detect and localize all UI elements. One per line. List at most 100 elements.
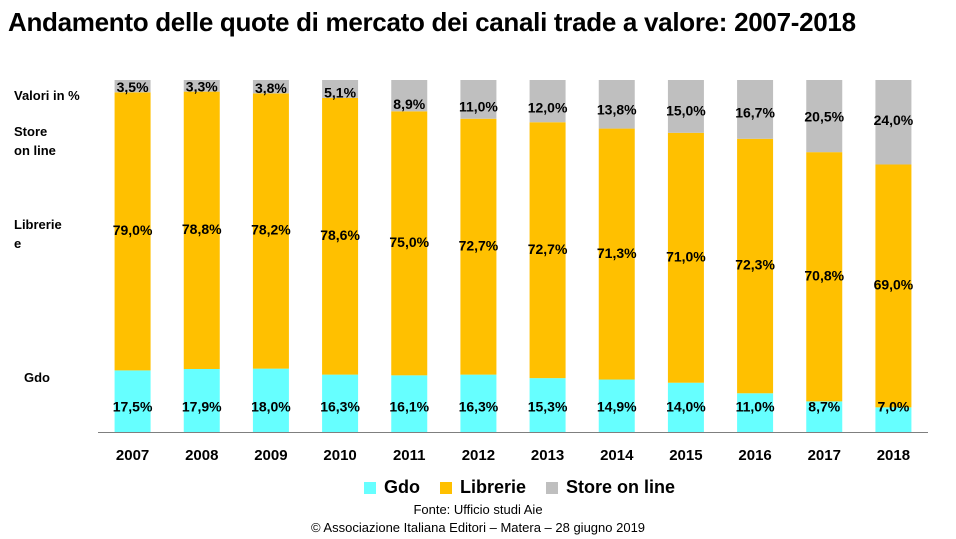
- data-label-librerie-2017: 70,8%: [804, 267, 844, 283]
- bar-librerie-2011: [391, 111, 428, 376]
- legend: Gdo Librerie Store on line: [364, 477, 695, 498]
- x-tick-label-2010: 2010: [323, 447, 356, 464]
- x-tick-label-2015: 2015: [669, 447, 702, 464]
- data-label-gdo-2013: 15,3%: [528, 399, 568, 415]
- bar-librerie-2013: [529, 122, 566, 379]
- bar-librerie-2008: [183, 91, 220, 369]
- bar-gdo-2011: [391, 375, 428, 432]
- data-label-store-on-line-2011: 8,9%: [393, 96, 425, 112]
- data-label-gdo-2008: 17,9%: [182, 399, 222, 415]
- legend-item-gdo: Gdo: [364, 477, 420, 498]
- unit-label: Valori in %: [14, 88, 80, 103]
- data-label-gdo-2017: 8,7%: [808, 399, 840, 415]
- bar-store-on-line-2008: [183, 80, 220, 92]
- legend-label-store-on-line: Store on line: [566, 477, 676, 497]
- data-label-gdo-2011: 16,1%: [389, 399, 429, 415]
- data-label-gdo-2016: 11,0%: [736, 399, 775, 415]
- bar-librerie-2018: [875, 164, 912, 408]
- x-tick-label-2016: 2016: [738, 447, 771, 464]
- bar-librerie-2007: [114, 92, 151, 371]
- x-tick-label-2018: 2018: [877, 447, 910, 464]
- bar-store-on-line-2012: [460, 80, 497, 119]
- data-label-store-on-line-2014: 13,8%: [597, 101, 637, 117]
- legend-item-librerie: Librerie: [440, 477, 526, 498]
- data-label-librerie-2007: 79,0%: [113, 222, 153, 238]
- legend-swatch-store-on-line: [546, 481, 559, 494]
- bar-librerie-2017: [806, 152, 843, 402]
- legend-item-store-on-line: Store on line: [546, 477, 675, 498]
- bar-gdo-2017: [806, 401, 843, 432]
- data-label-store-on-line-2018: 24,0%: [874, 112, 914, 128]
- bar-librerie-2015: [667, 132, 704, 383]
- data-label-store-on-line-2007: 3,5%: [117, 79, 149, 95]
- bar-gdo-2015: [667, 382, 704, 432]
- x-tick-label-2014: 2014: [600, 447, 634, 464]
- legend-label-librerie: Librerie: [460, 477, 527, 497]
- bar-store-on-line-2011: [391, 80, 428, 112]
- bar-store-on-line-2010: [322, 80, 359, 98]
- data-label-gdo-2015: 14,0%: [666, 399, 706, 415]
- data-label-librerie-2013: 72,7%: [528, 241, 568, 257]
- data-label-gdo-2007: 17,5%: [113, 399, 153, 415]
- x-tick-label-2007: 2007: [116, 447, 149, 464]
- bar-store-on-line-2015: [667, 80, 704, 133]
- side-label-store-line1: Store: [14, 124, 48, 139]
- copyright-note: © Associazione Italiana Editori – Matera…: [310, 520, 646, 535]
- x-tick-label-2017: 2017: [808, 447, 841, 464]
- bar-gdo-2014: [598, 379, 635, 432]
- data-label-librerie-2011: 75,0%: [389, 234, 429, 250]
- x-tick-label-2011: 2011: [393, 447, 426, 464]
- bar-store-on-line-2013: [529, 80, 566, 123]
- side-label-librerie: Librerie e: [14, 215, 62, 253]
- bar-gdo-2010: [322, 374, 359, 432]
- data-label-store-on-line-2013: 12,0%: [528, 99, 568, 115]
- bar-librerie-2014: [598, 128, 635, 380]
- bar-store-on-line-2007: [114, 80, 151, 93]
- bar-store-on-line-2009: [252, 80, 289, 94]
- data-label-store-on-line-2008: 3,3%: [186, 78, 218, 94]
- bar-store-on-line-2017: [806, 80, 843, 153]
- bar-gdo-2013: [529, 378, 566, 432]
- source-note: Fonte: Ufficio studi Aie: [413, 502, 543, 517]
- data-label-librerie-2009: 78,2%: [251, 222, 291, 238]
- side-label-librerie-line1: Librerie: [14, 217, 62, 232]
- data-label-store-on-line-2010: 5,1%: [324, 85, 356, 101]
- bar-store-on-line-2018: [875, 80, 912, 165]
- bar-gdo-2009: [252, 368, 289, 432]
- legend-label-gdo: Gdo: [384, 477, 420, 497]
- legend-swatch-librerie: [440, 481, 452, 494]
- side-label-librerie-line2: e: [14, 236, 22, 251]
- data-label-store-on-line-2012: 11,0%: [459, 98, 498, 114]
- data-label-librerie-2008: 78,8%: [182, 221, 222, 237]
- data-label-librerie-2010: 78,6%: [320, 227, 360, 243]
- bar-gdo-2012: [460, 374, 497, 432]
- bar-store-on-line-2016: [737, 80, 774, 139]
- data-label-gdo-2012: 16,3%: [459, 399, 499, 415]
- data-label-librerie-2015: 71,0%: [666, 248, 706, 264]
- bar-gdo-2018: [875, 407, 912, 432]
- side-label-store-line2: on line: [14, 143, 56, 158]
- bar-librerie-2012: [460, 118, 497, 375]
- bar-librerie-2009: [252, 93, 289, 369]
- data-label-librerie-2014: 71,3%: [597, 245, 637, 261]
- bar-gdo-2008: [183, 368, 220, 432]
- x-tick-label-2012: 2012: [462, 447, 495, 464]
- x-tick-label-2013: 2013: [531, 447, 564, 464]
- bar-gdo-2016: [737, 393, 774, 432]
- data-label-librerie-2018: 69,0%: [874, 277, 914, 293]
- side-label-gdo: Gdo: [24, 370, 50, 385]
- bar-store-on-line-2014: [598, 80, 635, 129]
- bar-librerie-2016: [737, 138, 774, 394]
- data-label-gdo-2010: 16,3%: [320, 399, 360, 415]
- x-tick-label-2008: 2008: [185, 447, 218, 464]
- data-label-gdo-2014: 14,9%: [597, 399, 637, 415]
- data-label-store-on-line-2009: 3,8%: [255, 80, 287, 96]
- data-label-store-on-line-2017: 20,5%: [804, 108, 844, 124]
- side-label-store: Store on line: [14, 122, 56, 160]
- bar-gdo-2007: [114, 370, 151, 432]
- data-label-store-on-line-2015: 15,0%: [666, 103, 706, 119]
- legend-swatch-gdo: [364, 481, 376, 494]
- bar-librerie-2010: [322, 97, 359, 375]
- x-tick-label-2009: 2009: [254, 447, 287, 464]
